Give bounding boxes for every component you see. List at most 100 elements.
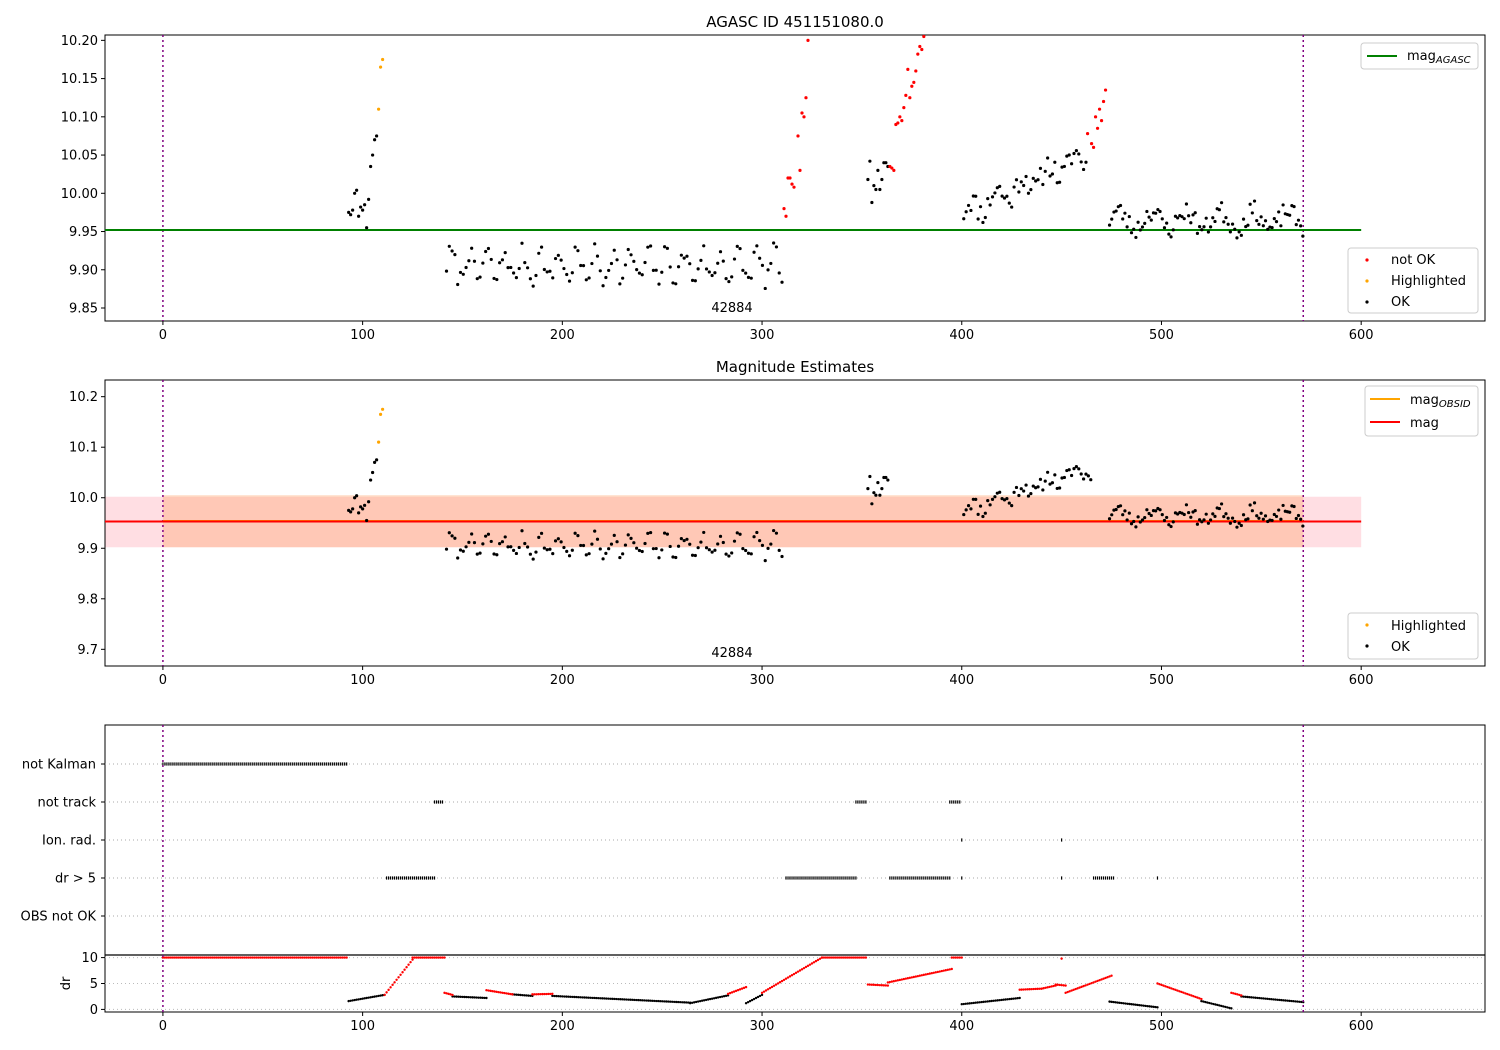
point-ok xyxy=(1017,493,1021,498)
flag-mark xyxy=(837,876,839,880)
flag-mark xyxy=(941,876,943,880)
point-not-ok xyxy=(798,168,802,172)
flag-mark xyxy=(937,876,939,880)
dr-point xyxy=(549,992,552,996)
dr-point xyxy=(1264,997,1267,1000)
point-ok xyxy=(1235,525,1239,529)
dr-point xyxy=(922,973,926,977)
point-ok xyxy=(674,555,678,560)
point-ok xyxy=(1118,504,1123,508)
dr-point xyxy=(904,977,908,980)
dr-point xyxy=(758,994,762,998)
y-tick-label: 10.10 xyxy=(61,110,98,125)
dr-point xyxy=(479,996,482,999)
dr-point xyxy=(409,960,412,964)
point-ok xyxy=(1237,521,1241,525)
dr-point xyxy=(1182,991,1185,994)
point-ok xyxy=(1206,521,1211,525)
point-ok xyxy=(1219,201,1224,205)
point-ok xyxy=(693,279,697,283)
flag-mark xyxy=(260,762,262,766)
dr-point xyxy=(389,986,392,989)
dr-point xyxy=(561,995,564,998)
dr-point xyxy=(976,1001,979,1004)
dr-point xyxy=(369,996,372,999)
point-ok xyxy=(870,200,874,205)
point-ok xyxy=(495,553,499,557)
dr-point xyxy=(591,996,594,1000)
point-ok xyxy=(1127,511,1131,515)
point-ok xyxy=(1138,228,1142,232)
dr-point xyxy=(770,985,774,989)
flag-mark xyxy=(829,876,831,880)
point-ok xyxy=(674,282,678,286)
flag-mark xyxy=(276,762,278,766)
dr-point xyxy=(1144,1004,1147,1008)
point-ok xyxy=(551,552,555,556)
agasc-panel-title: AGASC ID 451151080.0 xyxy=(706,13,884,31)
x-tick-label: 500 xyxy=(1149,328,1174,343)
dr-point xyxy=(1076,987,1079,990)
x-tick-label: 200 xyxy=(550,673,575,688)
point-ok xyxy=(774,531,779,535)
point-ok xyxy=(976,217,980,221)
dr-point xyxy=(856,956,860,959)
dr-point xyxy=(984,1000,987,1003)
dr-point xyxy=(1146,1004,1149,1008)
flag-mark xyxy=(230,762,232,766)
dr-point xyxy=(708,997,712,1001)
point-ok xyxy=(498,542,502,546)
point-ok xyxy=(1200,520,1204,524)
point-ok xyxy=(1202,225,1206,229)
dr-point xyxy=(345,956,348,959)
dr-point xyxy=(1126,1002,1129,1005)
dr-point xyxy=(455,995,458,998)
dr-point xyxy=(573,995,576,999)
point-not-ok xyxy=(1095,126,1100,130)
point-ok xyxy=(710,550,714,554)
dr-point xyxy=(559,995,562,998)
point-ok xyxy=(1204,216,1208,220)
flag-mark xyxy=(162,762,164,766)
flag-mark xyxy=(326,762,328,766)
dr-point xyxy=(473,996,476,999)
point-ok xyxy=(662,245,667,249)
point-ok xyxy=(1012,490,1016,494)
point-ok xyxy=(484,534,488,538)
flag-mark xyxy=(801,876,803,880)
flag-mark xyxy=(859,800,861,804)
dr-point xyxy=(1020,988,1023,991)
point-ok xyxy=(1079,472,1083,476)
dr-point xyxy=(231,956,235,959)
point-ok xyxy=(365,226,369,230)
point-ok xyxy=(492,276,496,281)
flag-mark xyxy=(927,876,929,880)
dr-point xyxy=(804,965,808,969)
point-ok xyxy=(481,261,485,265)
dr-point xyxy=(643,999,646,1002)
point-ok xyxy=(1134,525,1138,529)
dr-point xyxy=(629,998,632,1001)
point-ok xyxy=(1010,205,1014,209)
dr-point xyxy=(1244,995,1247,999)
point-ok xyxy=(573,245,577,249)
point-ok xyxy=(548,547,552,551)
dr-point xyxy=(381,994,384,997)
point-ok xyxy=(1050,481,1055,485)
flag-mark xyxy=(391,876,394,880)
point-ok xyxy=(456,556,460,560)
point-ok xyxy=(556,253,560,257)
point-ok xyxy=(1123,211,1127,215)
point-ok xyxy=(878,187,882,192)
dr-point xyxy=(1040,987,1043,990)
flag-mark xyxy=(913,876,915,880)
dr-point xyxy=(583,996,586,999)
point-ok xyxy=(542,546,546,550)
dr-point xyxy=(912,975,916,979)
point-ok xyxy=(461,272,465,276)
point-ok xyxy=(363,503,367,507)
dr-point xyxy=(868,983,872,986)
dr-point xyxy=(1186,992,1189,996)
dr-point xyxy=(1192,995,1195,998)
point-ok xyxy=(570,548,574,552)
